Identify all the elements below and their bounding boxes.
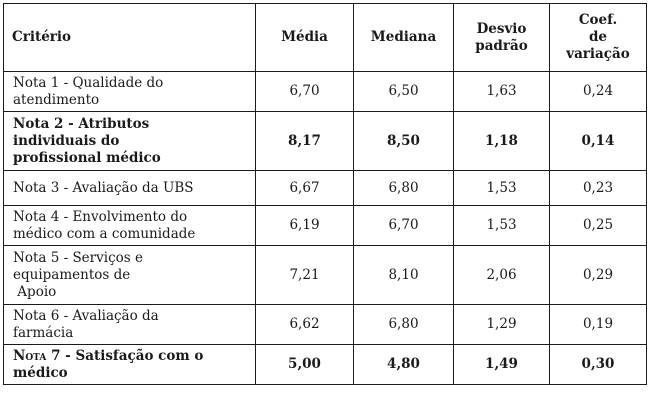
desvio-cell: 1,63 — [453, 71, 550, 112]
coef-cell: 0,14 — [549, 111, 647, 171]
criterio-line: Nota 5 - Serviços e — [13, 249, 143, 266]
coef-cell: 0,30 — [549, 344, 647, 385]
header-coef-line2: de — [588, 29, 608, 45]
criterio-line: farmácia — [13, 324, 74, 341]
criterio-line: profissional médico — [13, 149, 161, 166]
criterio-line: Nota 2 - Atributos — [13, 115, 150, 132]
criterio-line: Nota 6 - Avaliação da — [13, 307, 159, 324]
table-row: Nota 1 - Qualidade do atendimento 6,70 6,… — [3, 71, 647, 112]
criterio-line: médico com a comunidade — [13, 225, 196, 242]
header-coef-line3: variação — [566, 46, 630, 62]
criterio-cell: Nota 2 - Atributos individuais do profissi… — [3, 111, 256, 171]
criterio-cell: Nota 6 - Avaliação da farmácia — [3, 304, 256, 345]
criterio-line: individuais do — [13, 132, 120, 149]
media-cell: 6,70 — [255, 71, 354, 112]
desvio-cell: 1,53 — [453, 205, 550, 246]
mediana-cell: 6,80 — [353, 304, 454, 345]
desvio-cell: 1,49 — [453, 344, 550, 385]
mediana-cell: 6,80 — [353, 170, 454, 206]
coef-cell: 0,25 — [549, 205, 647, 246]
desvio-cell: 1,29 — [453, 304, 550, 345]
coef-cell: 0,29 — [549, 245, 647, 305]
media-cell: 7,21 — [255, 245, 354, 305]
table-row: Nota 2 - Atributos individuais do profissi… — [3, 111, 647, 171]
media-cell: 5,00 — [255, 344, 354, 385]
criterio-line-prefix: Nota — [13, 347, 47, 364]
criterio-cell: Nota 5 - Serviços e equipamentos de Apoio — [3, 245, 256, 305]
header-criterio: Critério — [3, 3, 256, 72]
coef-cell: 0,19 — [549, 304, 647, 345]
mediana-cell: 8,50 — [353, 111, 454, 171]
table-row: Nota 7 - Satisfação com o médico 5,00 4,8… — [3, 344, 647, 385]
header-mediana: Mediana — [353, 3, 454, 72]
criterio-cell: Nota 7 - Satisfação com o médico — [3, 344, 256, 385]
desvio-cell: 2,06 — [453, 245, 550, 305]
header-desvio: Desvio padrão — [453, 3, 550, 72]
desvio-cell: 1,18 — [453, 111, 550, 171]
header-media: Média — [255, 3, 354, 72]
desvio-cell: 1,53 — [453, 170, 550, 206]
table-row: Nota 3 - Avaliação da UBS 6,67 6,80 1,53… — [3, 170, 647, 206]
header-desvio-line2: padrão — [475, 37, 528, 54]
mediana-cell: 6,70 — [353, 205, 454, 246]
criterio-line: Nota 1 - Qualidade do — [13, 74, 164, 91]
media-cell: 6,67 — [255, 170, 354, 206]
criterio-cell: Nota 3 - Avaliação da UBS — [3, 170, 256, 206]
header-coef: Coef. de variação — [549, 3, 647, 72]
header-desvio-line1: Desvio — [476, 20, 527, 37]
coef-cell: 0,24 — [549, 71, 647, 112]
criterio-line: Nota 3 - Avaliação da UBS — [13, 179, 194, 196]
statistics-table: Critério Média Mediana Desvio padrão Coef… — [3, 3, 647, 385]
coef-cell: 0,23 — [549, 170, 647, 206]
media-cell: 6,62 — [255, 304, 354, 345]
criterio-line: Nota 4 - Envolvimento do — [13, 208, 188, 225]
mediana-cell: 6,50 — [353, 71, 454, 112]
media-cell: 6,19 — [255, 205, 354, 246]
media-cell: 8,17 — [255, 111, 354, 171]
criterio-line: 7 - Satisfação com o — [46, 347, 204, 364]
criterio-line: atendimento — [13, 91, 100, 108]
criterio-line: Apoio — [17, 283, 57, 300]
table-row: Nota 6 - Avaliação da farmácia 6,62 6,80 … — [3, 304, 647, 345]
criterio-line: equipamentos de — [13, 266, 131, 283]
table-row: Nota 5 - Serviços e equipamentos de Apoio… — [3, 245, 647, 305]
criterio-line: médico — [13, 364, 68, 381]
table-row: Nota 4 - Envolvimento do médico com a com… — [3, 205, 647, 246]
header-row: Critério Média Mediana Desvio padrão Coef… — [3, 3, 647, 72]
mediana-cell: 8,10 — [353, 245, 454, 305]
criterio-cell: Nota 1 - Qualidade do atendimento — [3, 71, 256, 112]
mediana-cell: 4,80 — [353, 344, 454, 385]
criterio-cell: Nota 4 - Envolvimento do médico com a com… — [3, 205, 256, 246]
header-coef-line1: Coef. — [578, 12, 618, 28]
